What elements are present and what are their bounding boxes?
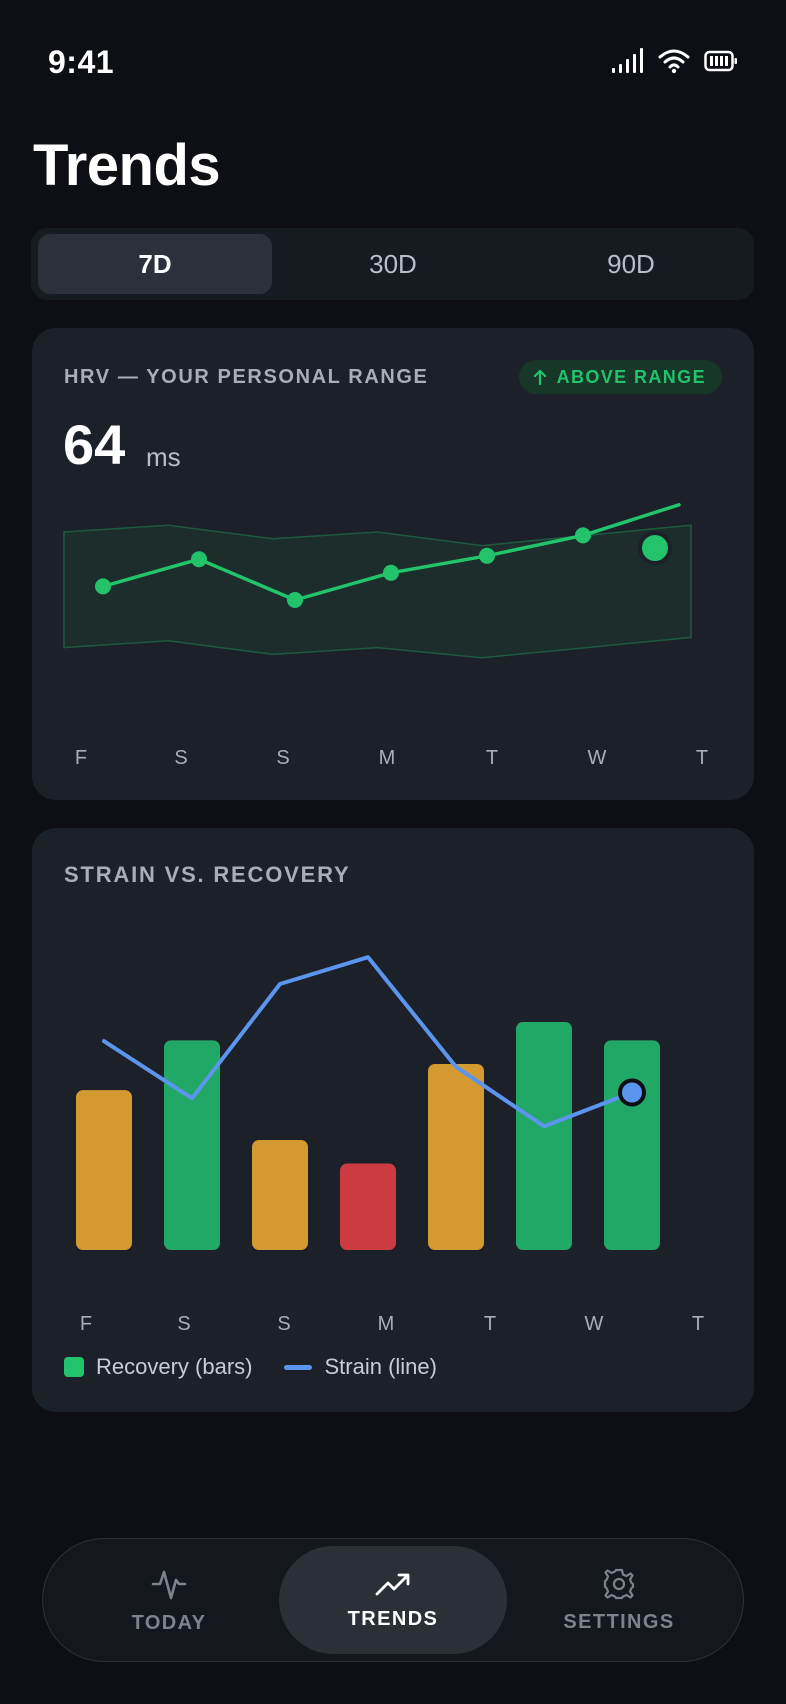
hrv-value: 64 bbox=[63, 413, 126, 476]
page-title: Trends bbox=[33, 133, 221, 198]
hrv-card[interactable]: HRV — YOUR PERSONAL RANGE ABOVE RANGE 64… bbox=[32, 328, 754, 800]
legend-recovery-label: Recovery (bars) bbox=[96, 1354, 253, 1379]
strain-recovery-card[interactable]: STRAIN VS. RECOVERY F S S M T W T Recovery (ba… bbox=[32, 828, 754, 1412]
badge-text: ABOVE RANGE bbox=[556, 366, 706, 387]
hrv-x-tick-label: T bbox=[696, 747, 708, 769]
status-icons bbox=[612, 48, 738, 74]
status-time: 9:41 bbox=[48, 44, 115, 80]
hrv-point bbox=[95, 578, 111, 595]
range-tab-7d[interactable]: 7D bbox=[38, 234, 272, 294]
above-range-badge: ABOVE RANGE bbox=[518, 360, 722, 394]
recovery-bar bbox=[516, 1022, 572, 1250]
hrv-x-tick-label: S bbox=[276, 747, 289, 769]
hrv-x-tick-label: W bbox=[588, 747, 607, 769]
legend-strain-label: Strain (line) bbox=[324, 1354, 437, 1379]
strain-line bbox=[102, 955, 634, 1129]
legend-recovery-swatch bbox=[64, 1357, 84, 1377]
recovery-bar bbox=[340, 1163, 396, 1250]
recovery-bar bbox=[164, 1040, 220, 1250]
hrv-x-tick-label: T bbox=[486, 747, 498, 769]
hrv-x-tick-label: M bbox=[379, 747, 396, 769]
recovery-bar bbox=[604, 1040, 660, 1250]
strain-x-tick-label: M bbox=[378, 1313, 395, 1335]
hrv-unit: ms bbox=[146, 442, 181, 472]
status-bar: 9:41 bbox=[0, 0, 786, 120]
cellular-signal-icon bbox=[612, 48, 643, 73]
hrv-today-point bbox=[638, 531, 672, 565]
tab-trends[interactable]: TRENDS bbox=[279, 1546, 507, 1654]
strain-card-label: STRAIN VS. RECOVERY bbox=[64, 862, 351, 887]
hrv-x-tick-label: S bbox=[174, 747, 187, 769]
tab-trends-label: TRENDS bbox=[347, 1607, 439, 1630]
hrv-point bbox=[383, 564, 399, 581]
strain-x-tick-label: T bbox=[484, 1313, 496, 1335]
arrow-up-icon bbox=[533, 369, 546, 385]
recovery-bar bbox=[76, 1090, 132, 1250]
legend-strain-swatch bbox=[284, 1364, 313, 1370]
hrv-card-label: HRV — YOUR PERSONAL RANGE bbox=[64, 366, 429, 388]
battery-icon bbox=[704, 50, 737, 72]
recovery-bar bbox=[428, 1063, 484, 1250]
tab-settings-label: SETTINGS bbox=[563, 1610, 675, 1633]
tab-today[interactable]: TODAY bbox=[55, 1546, 283, 1654]
strain-x-tick-label: W bbox=[585, 1313, 604, 1335]
gear-icon bbox=[603, 1568, 635, 1599]
hrv-point bbox=[479, 547, 495, 564]
tab-settings[interactable]: SETTINGS bbox=[505, 1546, 733, 1654]
tab-today-label: TODAY bbox=[131, 1611, 207, 1634]
bottom-tab-bar: TODAY TRENDS SETTINGS bbox=[42, 1538, 744, 1662]
hrv-point bbox=[575, 527, 591, 544]
strain-today-point bbox=[618, 1078, 646, 1107]
range-tab-30d[interactable]: 30D bbox=[369, 248, 417, 279]
strain-x-tick-label: F bbox=[80, 1313, 92, 1335]
recovery-bar bbox=[252, 1139, 308, 1250]
trend-up-icon bbox=[375, 1573, 410, 1595]
wifi-icon bbox=[658, 49, 690, 74]
chart-legend: Recovery (bars) Strain (line) bbox=[64, 1354, 437, 1380]
hrv-personal-range-band bbox=[63, 524, 692, 659]
range-tab-90d[interactable]: 90D bbox=[607, 248, 655, 279]
range-selector: 7D 30D 90D bbox=[31, 228, 754, 300]
strain-x-tick-label: S bbox=[177, 1313, 190, 1335]
hrv-point bbox=[191, 551, 207, 568]
hrv-x-tick-label: F bbox=[75, 747, 87, 769]
strain-x-tick-label: S bbox=[277, 1313, 290, 1335]
hrv-point bbox=[287, 592, 303, 608]
pulse-icon bbox=[151, 1570, 187, 1599]
strain-x-tick-label: T bbox=[692, 1313, 704, 1335]
